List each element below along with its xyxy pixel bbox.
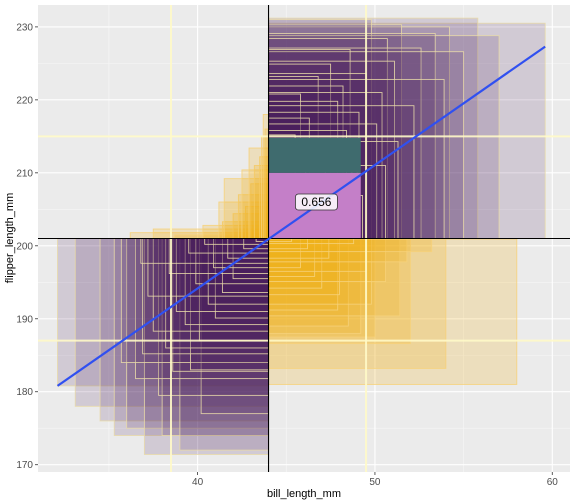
negative-rect bbox=[268, 238, 316, 277]
correlation-annotation: 0.656 bbox=[295, 193, 338, 211]
teal-cell bbox=[268, 137, 361, 173]
positive-rect bbox=[99, 238, 269, 422]
y-tick-label: 220 bbox=[16, 95, 33, 106]
positive-rect bbox=[207, 238, 269, 305]
regression-line bbox=[56, 45, 546, 387]
positive-rect bbox=[120, 238, 269, 363]
positive-rect bbox=[126, 238, 269, 429]
correlation-label-box bbox=[295, 193, 338, 211]
positive-rect bbox=[135, 238, 269, 380]
axes: 40 50 60 170 180 190 200 210 220 230 bbox=[16, 22, 558, 488]
x-axis-title: bill_length_mm bbox=[267, 488, 341, 500]
positive-rect bbox=[165, 238, 269, 349]
negative-rect bbox=[218, 201, 269, 239]
y-axis-title: flipper_length_mm bbox=[4, 193, 16, 284]
positive-rect bbox=[152, 238, 269, 332]
correlation-label: 0.656 bbox=[301, 195, 331, 209]
negative-rect bbox=[262, 114, 269, 239]
y-tick-label: 170 bbox=[16, 460, 33, 471]
y-tick-label: 230 bbox=[16, 22, 33, 33]
plot-overlay bbox=[38, 5, 570, 472]
positive-rect bbox=[195, 238, 269, 285]
positive-rect bbox=[143, 238, 269, 455]
x-tick-label: 40 bbox=[192, 477, 204, 488]
y-tick-label: 210 bbox=[16, 168, 33, 179]
y-tick-label: 200 bbox=[16, 241, 33, 252]
negative-rect bbox=[268, 238, 323, 289]
y-tick-label: 180 bbox=[16, 387, 33, 398]
negative-rect bbox=[268, 238, 518, 385]
y-tick-label: 190 bbox=[16, 314, 33, 325]
negative-rect bbox=[268, 238, 447, 369]
x-tick-label: 60 bbox=[547, 477, 559, 488]
x-tick-label: 50 bbox=[369, 477, 381, 488]
